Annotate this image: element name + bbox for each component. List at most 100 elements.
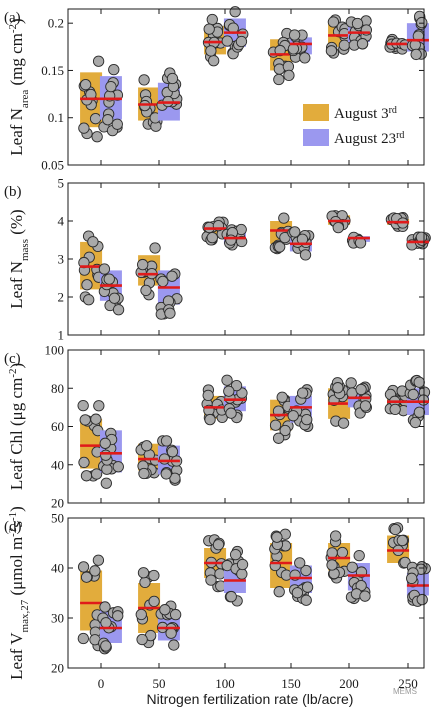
y-tick-label: 5: [58, 176, 65, 191]
data-point: [77, 399, 89, 412]
data-point: [140, 284, 152, 297]
data-point: [78, 456, 90, 469]
data-point: [299, 249, 312, 261]
y-tick-label: 100: [45, 343, 65, 358]
data-point: [273, 586, 285, 598]
data-point: [112, 304, 125, 316]
data-point: [100, 640, 112, 652]
legend-swatch-1: [303, 129, 329, 146]
data-point: [157, 275, 169, 288]
data-point: [345, 377, 357, 389]
data-point: [205, 574, 217, 586]
data-point: [225, 590, 237, 603]
data-point: [166, 270, 178, 282]
data-point: [359, 400, 372, 412]
data-point: [229, 548, 242, 561]
data-point: [204, 413, 216, 426]
y-label-text: Leaf Chl (μg cm: [7, 378, 26, 491]
data-point: [283, 69, 295, 82]
panels-layer: 0.050.10.150.2(a)Leaf Narea (mg cm-2)123…: [4, 6, 431, 680]
x-tick-label: 50: [153, 676, 166, 691]
x-axis-label: Nitrogen fertilization rate (lb/acre): [147, 691, 354, 707]
data-point: [137, 258, 149, 271]
data-point: [100, 449, 112, 461]
panel-frame: [67, 8, 425, 166]
data-point: [325, 45, 338, 57]
data-point: [100, 477, 112, 489]
data-point: [149, 242, 161, 254]
y-label-text: Leaf V: [7, 632, 26, 680]
x-tick-label: 150: [281, 676, 301, 691]
data-point: [269, 419, 282, 431]
data-point: [288, 29, 301, 41]
data-point: [78, 122, 90, 134]
legend-swatch-0: [303, 104, 329, 121]
legend-label-text: August 23: [334, 131, 396, 147]
y-label-sub: mass: [19, 239, 31, 261]
y-label-text: ): [7, 363, 26, 369]
legend-label-sup: rd: [396, 130, 404, 141]
y-tick-label: 2: [58, 290, 65, 305]
data-point: [353, 549, 365, 562]
data-point: [301, 413, 313, 426]
data-point: [164, 307, 176, 319]
y-axis-label: Leaf Narea (mg cm-2): [7, 18, 31, 155]
data-point: [90, 413, 102, 425]
y-label-text: Leaf N: [7, 261, 26, 309]
data-point: [112, 610, 124, 622]
data-point: [112, 461, 124, 473]
y-label-sub: area: [19, 90, 31, 108]
data-point: [389, 403, 401, 415]
y-tick-label: 30: [51, 611, 64, 626]
data-point: [327, 16, 340, 28]
legend-label-text: August 3: [334, 106, 389, 122]
data-point: [92, 55, 105, 67]
y-axis-label: Leaf Nmass (%): [7, 209, 31, 308]
data-point: [111, 118, 123, 130]
data-point: [223, 385, 235, 397]
data-point: [413, 376, 425, 388]
y-label-text: ): [7, 506, 26, 512]
y-label-text: s: [7, 521, 26, 528]
data-point: [102, 114, 114, 126]
legend-label-sup: rd: [389, 105, 397, 116]
data-point: [326, 559, 338, 571]
data-point: [141, 440, 153, 452]
data-point: [291, 587, 304, 599]
data-point: [160, 435, 173, 447]
y-tick-label: 3: [58, 252, 65, 267]
data-point: [168, 639, 180, 651]
data-point: [135, 608, 147, 621]
data-point: [136, 633, 148, 646]
data-point: [289, 226, 301, 238]
y-label-text: Leaf N: [7, 108, 26, 156]
y-label-text: ): [7, 18, 26, 24]
y-tick-label: 0.1: [48, 110, 64, 125]
data-point: [206, 231, 218, 244]
data-point: [160, 468, 172, 480]
data-point: [336, 546, 349, 559]
y-tick-label: 40: [51, 457, 64, 472]
data-point: [202, 389, 214, 402]
data-point: [236, 568, 248, 580]
data-point: [138, 467, 150, 480]
data-point: [91, 131, 103, 143]
data-point: [83, 294, 95, 306]
data-point: [332, 221, 344, 234]
panel-frame: [67, 517, 425, 669]
data-point: [90, 468, 103, 480]
data-point: [396, 534, 408, 547]
data-point: [77, 561, 90, 573]
data-point: [205, 45, 217, 57]
data-point: [356, 38, 369, 50]
data-point: [351, 17, 364, 30]
data-point: [87, 236, 99, 248]
data-point: [417, 394, 430, 406]
data-point: [406, 572, 418, 584]
data-point: [98, 263, 111, 275]
data-point: [272, 432, 285, 444]
data-point: [214, 568, 226, 580]
data-point: [89, 565, 101, 577]
y-label-text: (mg cm: [7, 33, 26, 90]
